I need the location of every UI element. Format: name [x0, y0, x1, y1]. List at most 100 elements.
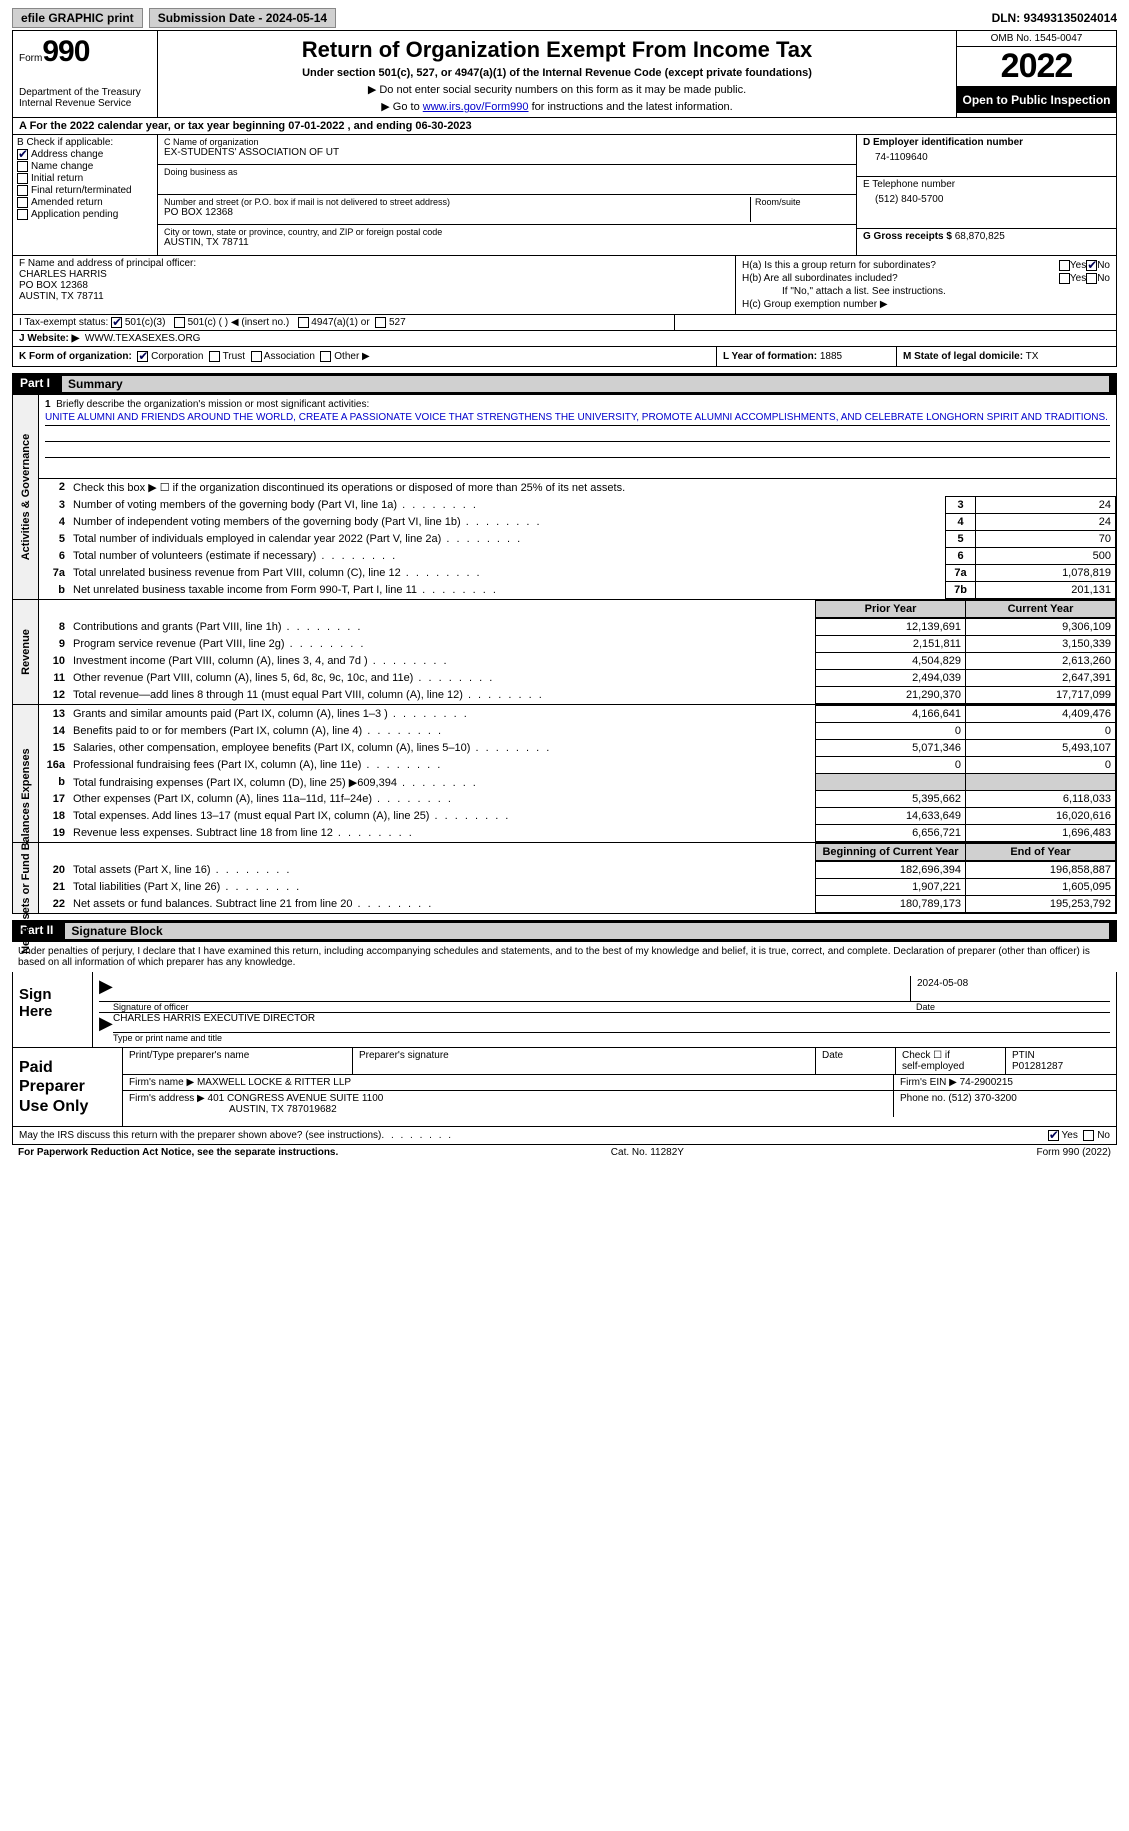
table-row: 12Total revenue—add lines 8 through 11 (…	[39, 687, 1116, 704]
discuss-no-lbl: No	[1097, 1130, 1110, 1141]
firm-name: MAXWELL LOCKE & RITTER LLP	[197, 1077, 351, 1088]
chk-app-pending[interactable]	[17, 209, 28, 220]
table-row: 15Salaries, other compensation, employee…	[39, 740, 1116, 757]
expenses-rows: 13Grants and similar amounts paid (Part …	[39, 705, 1116, 842]
form-990-page: efile GRAPHIC print Submission Date - 20…	[0, 0, 1129, 1164]
opt-501c: 501(c) ( ) ◀ (insert no.)	[188, 317, 290, 328]
dln-label: DLN: 93493135024014	[992, 11, 1117, 25]
firm-ein: 74-2900215	[960, 1077, 1013, 1088]
part1-label: Part I	[20, 376, 58, 392]
chk-address-change[interactable]	[17, 149, 28, 160]
lbl-final-return: Final return/terminated	[31, 185, 132, 196]
box-deg: D Employer identification number 74-1109…	[856, 135, 1116, 255]
begin-year-hdr: Beginning of Current Year	[816, 844, 966, 861]
prep-date-hdr: Date	[816, 1048, 896, 1074]
chk-trust[interactable]	[209, 351, 220, 362]
table-row: 18Total expenses. Add lines 13–17 (must …	[39, 808, 1116, 825]
revenue-rows: 8Contributions and grants (Part VIII, li…	[39, 618, 1116, 704]
chk-assoc[interactable]	[251, 351, 262, 362]
org-name: EX-STUDENTS' ASSOCIATION OF UT	[164, 147, 850, 158]
prep-self-chk-a: Check ☐ if	[902, 1050, 950, 1061]
part2-header: Part II Signature Block	[12, 920, 1117, 942]
opt-other: Other ▶	[334, 351, 369, 362]
firm-addr1: 401 CONGRESS AVENUE SUITE 1100	[208, 1093, 384, 1104]
discuss-yes[interactable]	[1048, 1130, 1059, 1141]
vtab-exp-label: Expenses	[20, 748, 32, 799]
yof-val: 1885	[820, 351, 842, 362]
submission-date-button[interactable]: Submission Date - 2024-05-14	[149, 8, 336, 28]
org-name-label: C Name of organization	[164, 137, 850, 147]
part1-title: Summary	[62, 376, 1109, 392]
department-label: Department of the Treasury Internal Reve…	[19, 87, 153, 109]
firm-ein-lbl: Firm's EIN ▶	[900, 1077, 957, 1088]
officer-name: CHARLES HARRIS	[19, 269, 729, 280]
table-row: bTotal fundraising expenses (Part IX, co…	[39, 774, 1116, 791]
table-row: 6Total number of volunteers (estimate if…	[39, 548, 1116, 565]
opt-corp: Corporation	[151, 351, 203, 362]
sig-officer-label: Signature of officer	[99, 1002, 910, 1012]
table-row: 22Net assets or fund balances. Subtract …	[39, 896, 1116, 913]
footer-left: For Paperwork Reduction Act Notice, see …	[18, 1147, 338, 1158]
hb-no[interactable]	[1086, 273, 1097, 284]
box-k: K Form of organization: Corporation Trus…	[13, 347, 716, 366]
instr2-pre: ▶ Go to	[381, 101, 422, 113]
ha-no[interactable]	[1086, 260, 1097, 271]
vtab-gov-label: Activities & Governance	[20, 434, 32, 561]
box-h: H(a) Is this a group return for subordin…	[736, 256, 1116, 314]
signer-name-title: CHARLES HARRIS EXECUTIVE DIRECTOR	[113, 1013, 1110, 1033]
chk-name-change[interactable]	[17, 161, 28, 172]
domicile-val: TX	[1026, 351, 1039, 362]
chk-other[interactable]	[320, 351, 331, 362]
mission-blank-1	[45, 426, 1110, 442]
identity-row: B Check if applicable: Address change Na…	[12, 134, 1117, 255]
hb-note: If "No," attach a list. See instructions…	[742, 286, 1110, 297]
hb-yes[interactable]	[1059, 273, 1070, 284]
chk-501c[interactable]	[174, 317, 185, 328]
chk-final-return[interactable]	[17, 185, 28, 196]
box-l: L Year of formation: 1885	[716, 347, 896, 366]
city: AUSTIN, TX 78711	[164, 237, 850, 248]
chk-501c3[interactable]	[111, 317, 122, 328]
balances-header: Beginning of Current YearEnd of Year	[39, 843, 1116, 861]
table-row: 13Grants and similar amounts paid (Part …	[39, 706, 1116, 723]
phone-label: E Telephone number	[863, 179, 1110, 190]
lbl-app-pending: Application pending	[31, 209, 118, 220]
chk-initial-return[interactable]	[17, 173, 28, 184]
paid-preparer-row: Paid Preparer Use Only Print/Type prepar…	[12, 1048, 1117, 1127]
opt-4947: 4947(a)(1) or	[311, 317, 369, 328]
hb-no-lbl: No	[1097, 273, 1110, 284]
discuss-text: May the IRS discuss this return with the…	[19, 1130, 381, 1141]
arrow-icon-2: ▶	[99, 1013, 113, 1033]
chk-527[interactable]	[375, 317, 386, 328]
box-i: I Tax-exempt status: 501(c)(3) 501(c) ( …	[13, 315, 675, 330]
table-row: 17Other expenses (Part IX, column (A), l…	[39, 791, 1116, 808]
box-c: C Name of organization EX-STUDENTS' ASSO…	[158, 135, 856, 255]
discuss-row: May the IRS discuss this return with the…	[12, 1127, 1117, 1145]
room-label: Room/suite	[755, 197, 850, 207]
gross-val: 68,870,825	[955, 231, 1005, 242]
chk-amended[interactable]	[17, 197, 28, 208]
irs-link[interactable]: www.irs.gov/Form990	[423, 101, 529, 113]
table-row: 5Total number of individuals employed in…	[39, 531, 1116, 548]
arrow-icon: ▶	[99, 976, 113, 1001]
ha-label: H(a) Is this a group return for subordin…	[742, 260, 1059, 271]
discuss-no[interactable]	[1083, 1130, 1094, 1141]
box-b-label: B Check if applicable:	[17, 137, 153, 148]
end-year-hdr: End of Year	[966, 844, 1116, 861]
lbl-address-change: Address change	[31, 149, 103, 160]
ptin-hdr: PTIN	[1012, 1050, 1035, 1061]
opt-trust: Trust	[223, 351, 245, 362]
officer-label: F Name and address of principal officer:	[19, 258, 729, 269]
prior-year-hdr: Prior Year	[816, 601, 966, 618]
ha-yes[interactable]	[1059, 260, 1070, 271]
chk-corp[interactable]	[137, 351, 148, 362]
hb-yes-lbl: Yes	[1070, 273, 1086, 284]
page-footer: For Paperwork Reduction Act Notice, see …	[12, 1145, 1117, 1160]
table-row: 16aProfessional fundraising fees (Part I…	[39, 757, 1116, 774]
omb-number: OMB No. 1545-0047	[957, 31, 1116, 47]
period-label-a: A For the 2022 calendar year, or tax yea…	[19, 120, 288, 132]
chk-4947[interactable]	[298, 317, 309, 328]
efile-print-button[interactable]: efile GRAPHIC print	[12, 8, 143, 28]
lbl-amended: Amended return	[31, 197, 103, 208]
yof-label: L Year of formation:	[723, 351, 817, 362]
